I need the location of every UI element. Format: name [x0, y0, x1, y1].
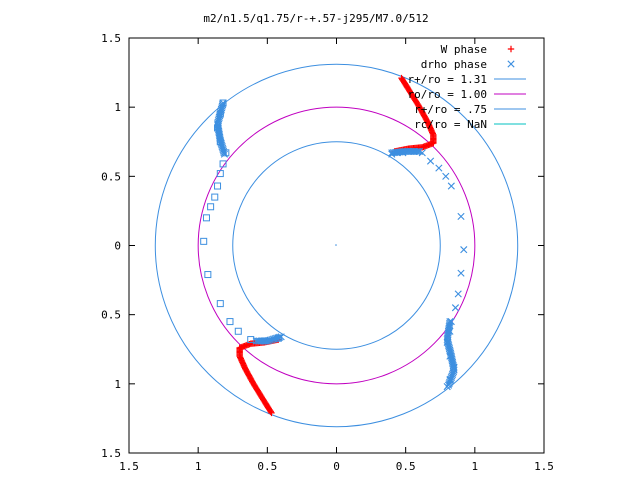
data-point	[412, 147, 421, 156]
data-point	[207, 203, 215, 211]
data-markers	[200, 74, 468, 417]
data-point	[255, 337, 264, 345]
y-tick-label: 1.5	[101, 447, 121, 460]
legend-label: drho phase	[421, 58, 487, 71]
legend-marker	[507, 60, 515, 68]
data-point	[457, 212, 465, 221]
x-tick-label: 1.5	[119, 460, 139, 473]
y-tick-label: 1.5	[101, 32, 121, 45]
data-point	[454, 290, 462, 298]
data-point	[219, 160, 227, 168]
legend-label: rc/ro = NaN	[414, 118, 487, 131]
y-tick-label: 1	[114, 378, 121, 391]
x-tick-label: 0.5	[396, 460, 416, 473]
data-point	[214, 182, 222, 190]
reference-circle	[232, 141, 441, 350]
data-point	[444, 381, 453, 389]
reference-circle	[154, 63, 519, 428]
y-tick-label: 0	[114, 240, 121, 253]
y-tick-label: 0.5	[101, 170, 121, 183]
x-tick-label: 1	[195, 460, 202, 473]
data-point	[204, 271, 212, 279]
chart-title: m2/n1.5/q1.75/r-+.57-j295/M7.0/512	[203, 12, 428, 25]
data-point	[426, 157, 435, 165]
data-point	[234, 327, 242, 335]
data-point	[247, 336, 255, 344]
data-point	[451, 304, 460, 312]
y-tick-label: 0.5	[101, 309, 121, 322]
data-point	[447, 182, 455, 190]
legend-marker	[507, 45, 515, 53]
reference-circles	[154, 63, 519, 428]
data-point	[457, 269, 465, 277]
x-tick-label: 1.5	[534, 460, 554, 473]
data-point	[460, 246, 468, 254]
x-tick-label: 0.5	[257, 460, 277, 473]
reference-circle	[197, 106, 476, 385]
legend-label: ro/ro = 1.00	[408, 88, 487, 101]
data-point	[435, 164, 443, 172]
data-point	[216, 170, 224, 178]
axis-ticks: 1.5 1 0.5 0 0.5 1 1.51.510.500.511.5	[101, 32, 554, 473]
data-point	[202, 214, 210, 222]
data-point	[226, 318, 234, 326]
data-point	[220, 149, 228, 157]
data-point	[200, 237, 208, 245]
legend-label: r+/ro = 1.31	[408, 73, 487, 86]
data-point	[252, 337, 260, 345]
data-point	[254, 337, 262, 345]
data-point	[445, 380, 453, 388]
x-tick-label: 1	[472, 460, 479, 473]
data-point	[414, 147, 422, 156]
legend-label: W phase	[441, 43, 487, 56]
legend: W phase drho phase r+/ro = 1.31 ro/ro = 1.0…	[408, 43, 526, 131]
data-point	[415, 147, 424, 156]
drho-band	[213, 99, 458, 389]
y-tick-label: 1	[114, 101, 121, 114]
legend-label: r+/ro = .75	[414, 103, 487, 116]
x-tick-label: 0	[333, 460, 340, 473]
data-point	[216, 300, 224, 308]
data-point	[211, 193, 219, 201]
origin-point	[335, 244, 337, 246]
data-point	[220, 150, 229, 158]
series-1	[388, 147, 468, 391]
data-point	[442, 172, 450, 180]
